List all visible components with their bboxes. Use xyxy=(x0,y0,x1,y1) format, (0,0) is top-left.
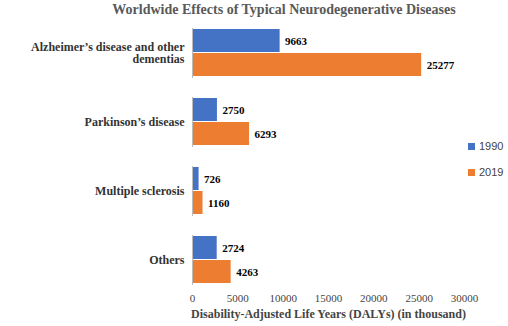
svg-text:2724: 2724 xyxy=(222,242,245,254)
html-text:1990: 1990 xyxy=(479,140,504,152)
svg-text:9663: 9663 xyxy=(285,35,308,47)
svg-text:1160: 1160 xyxy=(208,197,230,209)
svg-text:Alzheimer’s disease and otherd: Alzheimer’s disease and otherdementias xyxy=(31,40,185,66)
svg-text:25277: 25277 xyxy=(427,59,455,71)
svg-text:Others: Others xyxy=(149,253,185,267)
svg-text:15000: 15000 xyxy=(315,292,343,304)
svg-text:Parkinson’s disease: Parkinson’s disease xyxy=(85,115,186,129)
svg-text:Disability-Adjusted Life Years: Disability-Adjusted Life Years (DALYs) (… xyxy=(191,307,466,321)
svg-text:5000: 5000 xyxy=(227,292,250,304)
svg-text:6293: 6293 xyxy=(255,128,277,140)
html-text:Worldwide Effects of Typical N: Worldwide Effects of Typical Neurodegene… xyxy=(112,2,456,17)
svg-text:25000: 25000 xyxy=(405,292,433,304)
svg-text:20000: 20000 xyxy=(360,292,388,304)
svg-text:4263: 4263 xyxy=(236,266,258,278)
svg-text:726: 726 xyxy=(204,173,221,185)
svg-text:10000: 10000 xyxy=(269,292,297,304)
html-text:2019: 2019 xyxy=(479,166,504,178)
svg-text:30000: 30000 xyxy=(451,292,479,304)
svg-text:Multiple sclerosis: Multiple sclerosis xyxy=(95,184,185,198)
svg-text:0: 0 xyxy=(190,292,196,304)
svg-text:2750: 2750 xyxy=(222,104,245,116)
